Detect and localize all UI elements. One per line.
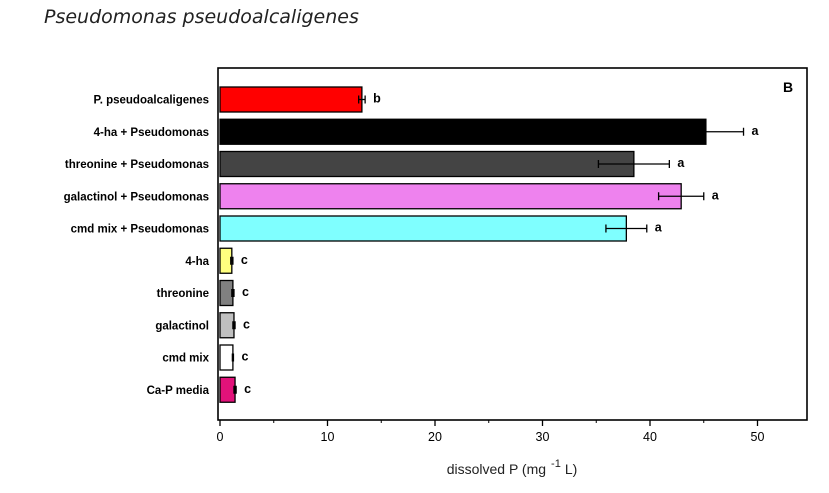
- bar-group: P. pseudoalcaligenes b: [94, 86, 381, 113]
- bar: [219, 118, 707, 145]
- bar: [219, 247, 233, 274]
- category-label: threonine: [157, 288, 209, 300]
- significance-label: a: [752, 124, 760, 138]
- bar: [219, 312, 235, 339]
- x-axis-title-main: dissolved P (mg: [447, 461, 546, 477]
- category-label: Ca-P media: [147, 385, 210, 397]
- significance-label: b: [373, 92, 381, 106]
- category-label: galactinol: [155, 320, 209, 332]
- bar-group: galactinol c: [155, 312, 250, 339]
- category-label: 4-ha + Pseudomonas: [94, 127, 209, 139]
- bar-group: 4-ha c: [185, 247, 248, 274]
- bar: [219, 344, 234, 371]
- significance-label: a: [655, 221, 663, 235]
- plot-frame: [217, 67, 808, 421]
- bar: [219, 150, 635, 178]
- x-axis-title-unit: L): [565, 461, 577, 477]
- x-tick-label: 40: [643, 430, 657, 444]
- category-label: threonine + Pseudomonas: [65, 159, 209, 171]
- bar: [219, 86, 363, 113]
- significance-label: c: [241, 253, 248, 267]
- category-label: cmd mix: [162, 353, 209, 365]
- significance-label: c: [242, 285, 249, 299]
- bar-group: galactinol + Pseudomonas a: [64, 183, 720, 210]
- x-axis-title: dissolved P (mg -1 L): [447, 458, 578, 477]
- x-axis-title-superscript: -1: [551, 458, 561, 470]
- panel-label: B: [783, 79, 793, 95]
- bar-group: 4-ha + Pseudomonas a: [94, 118, 760, 145]
- slide-title: Pseudomonas pseudoalcaligenes: [44, 6, 359, 28]
- significance-label: c: [241, 350, 248, 364]
- category-label: P. pseudoalcaligenes: [94, 95, 209, 107]
- significance-label: c: [243, 317, 250, 331]
- significance-label: a: [677, 156, 685, 170]
- x-axis: 0 10 20 30 40 50: [217, 420, 765, 444]
- category-label: 4-ha: [185, 256, 209, 268]
- category-label: cmd mix + Pseudomonas: [71, 224, 209, 236]
- bars-layer: P. pseudoalcaligenes b 4-ha + Pseudomonas a…: [64, 86, 760, 403]
- bar: [219, 183, 682, 210]
- significance-label: c: [244, 382, 251, 396]
- bar: [219, 215, 628, 242]
- bar: [219, 279, 234, 307]
- x-tick-label: 0: [217, 430, 224, 444]
- bar-group: cmd mix c: [162, 344, 248, 371]
- bar-group: cmd mix + Pseudomonas a: [71, 215, 663, 242]
- x-tick-label: 10: [321, 430, 335, 444]
- bar-group: Ca-P media c: [147, 376, 251, 403]
- bar: [219, 376, 236, 403]
- category-label: galactinol + Pseudomonas: [64, 191, 209, 203]
- x-tick-label: 20: [428, 430, 442, 444]
- x-tick-label: 30: [536, 430, 550, 444]
- bar-group: threonine + Pseudomonas a: [65, 150, 685, 178]
- bar-group: threonine c: [157, 279, 249, 307]
- x-tick-label: 50: [751, 430, 765, 444]
- significance-label: a: [712, 188, 720, 202]
